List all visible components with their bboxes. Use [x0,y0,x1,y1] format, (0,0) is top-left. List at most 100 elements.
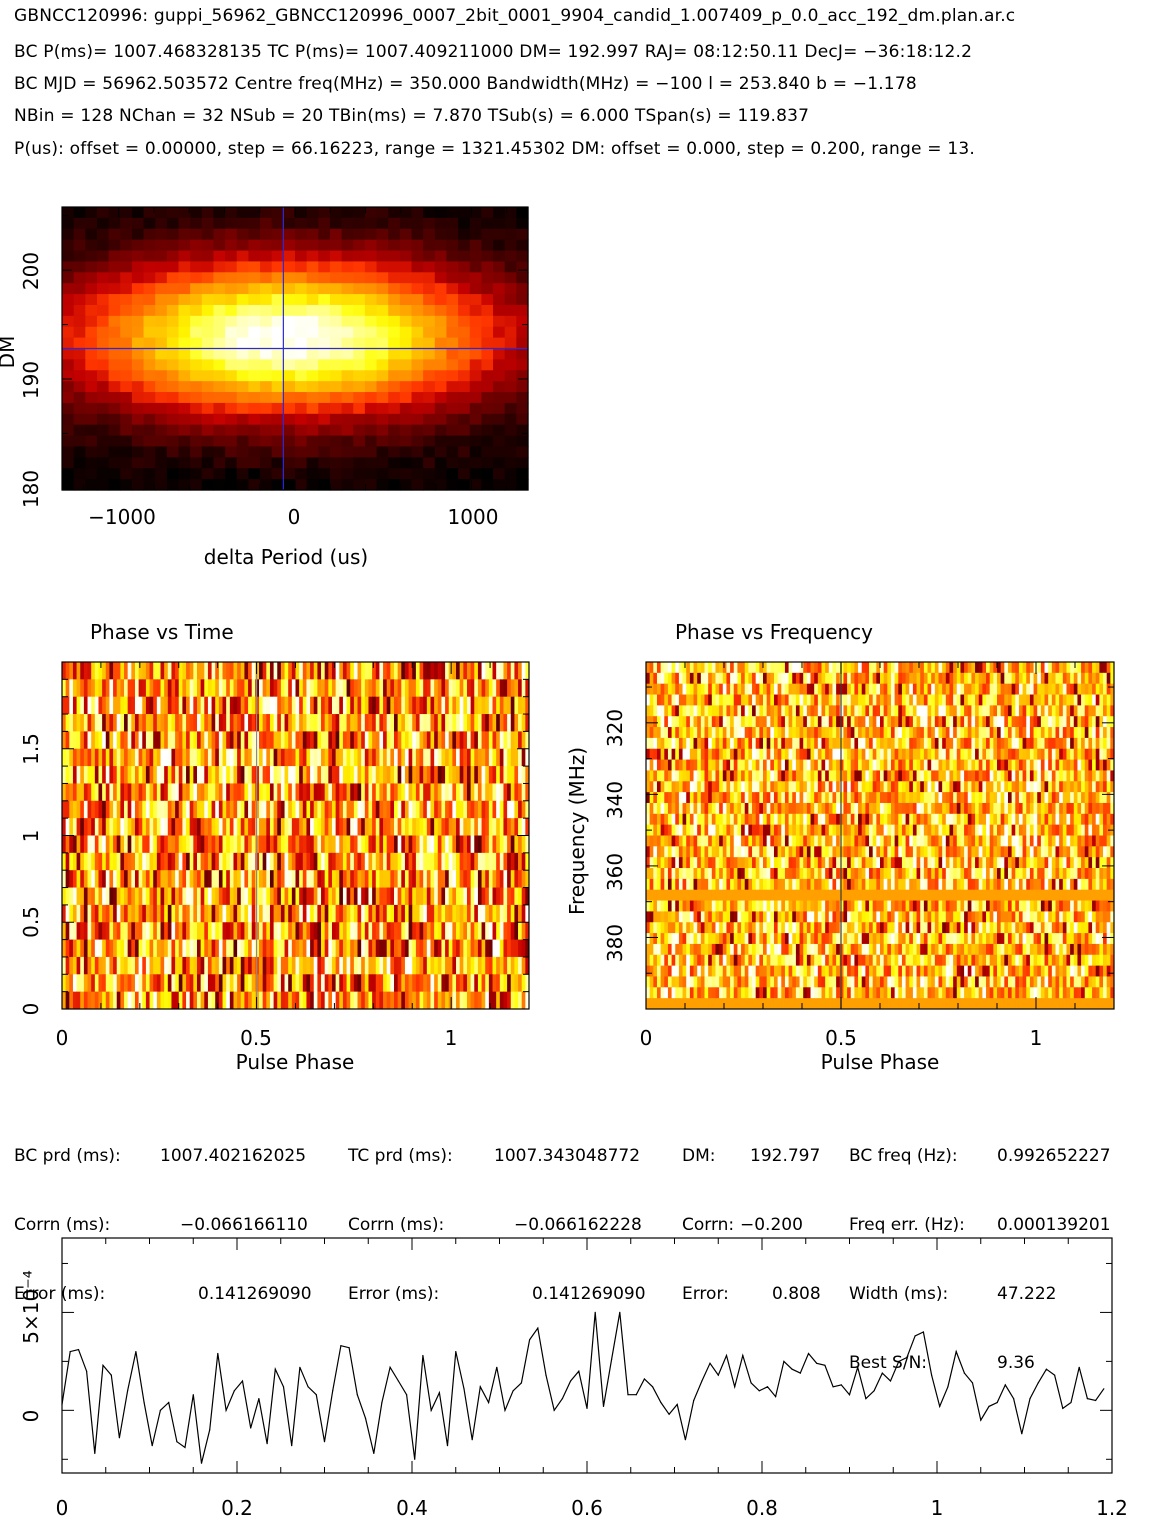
heatmap-cell [134,870,140,889]
heatmap-cell [200,818,205,836]
heatmap-cell [810,727,815,739]
heatmap-cell [277,783,282,802]
heatmap-cell [353,748,359,767]
heatmap-cell [1073,716,1078,728]
heatmap-cell [493,435,506,448]
heatmap-cell [1055,694,1060,706]
heatmap-cell [474,904,479,923]
heatmap-cell [215,887,220,906]
heatmap-cell [240,956,245,975]
heatmap-cell [1015,705,1020,717]
heatmap-cell [781,672,786,685]
heatmap-cell [383,731,388,750]
heatmap-cell [127,696,132,715]
heatmap-cell [318,294,331,306]
heatmap-cell [160,852,165,871]
heatmap-cell [236,283,249,295]
heatmap-cell [318,207,331,219]
heatmap-cell [759,694,764,706]
heatmap-cell [1011,662,1016,674]
heatmap-cell [1029,737,1035,750]
heatmap-cell [329,479,343,491]
heatmap-cell [795,705,801,717]
heatmap-cell [945,662,950,674]
heatmap-cell [525,766,530,784]
heatmap-cell [488,939,494,958]
heatmap-cell [213,381,226,393]
heatmap-cell [1040,694,1046,706]
heatmap-cell [164,714,169,732]
heatmap-cell [248,250,261,263]
heatmap-cell [109,800,114,819]
heatmap-cell [434,402,448,415]
heatmap-cell [656,727,662,739]
heatmap-cell [201,392,215,404]
heatmap-cell [989,705,994,717]
heatmap-cell [72,714,78,732]
heatmap-cell [248,766,253,784]
heatmap-cell [244,748,249,767]
heatmap-cell [361,696,366,715]
heatmap-cell [1095,672,1100,685]
heatmap-cell [280,696,286,715]
heatmap-cell [446,261,459,273]
heatmap-cell [839,737,844,750]
heatmap-cell [470,818,475,836]
heatmap-cell [283,381,296,393]
heatmap-cell [342,783,348,802]
heatmap-cell [299,696,304,715]
heatmap-cell [149,766,154,784]
heatmap-cell [155,239,168,252]
heatmap-cell [1084,694,1089,706]
heatmap-cell [302,852,307,871]
heatmap-cell [85,413,98,426]
heatmap-cell [339,904,344,923]
heatmap-cell [788,748,793,761]
heatmap-cell [83,887,89,906]
heatmap-cell [430,974,435,993]
heatmap-cell [145,766,151,784]
heatmap-cell [353,359,366,371]
heatmap-cell [102,714,107,732]
heatmap-cell [971,694,976,706]
heatmap-cell [368,852,373,871]
heatmap-cell [166,261,180,273]
heatmap-cell [302,835,307,854]
heatmap-cell [1037,748,1042,761]
heatmap-cell [341,424,354,437]
heatmap-cell [499,939,504,958]
heatmap-cell [164,887,169,906]
heatmap-cell [485,766,490,784]
heatmap-cell [1051,737,1056,750]
heatmap-cell [306,424,319,437]
heatmap-cell [503,904,508,923]
heatmap-cell [504,337,517,350]
heatmap-cell [514,679,519,698]
heatmap-cell [331,887,337,906]
heatmap-cell [394,922,399,941]
heatmap-cell [368,887,373,906]
heatmap-cell [138,974,143,993]
heatmap-cell [145,731,151,750]
heatmap-cell [388,348,401,360]
heatmap-cell [331,800,337,819]
heatmap-cell [164,835,169,854]
heatmap-cell [458,217,471,230]
heatmap-cell [124,714,129,732]
heatmap-cell [124,766,129,784]
heatmap-cell [518,818,523,836]
heatmap-cell [795,727,801,739]
heatmap-cell [404,974,410,993]
heatmap-cell [182,766,187,784]
heatmap-cell [399,294,413,306]
heatmap-cell [452,835,457,854]
heatmap-cell [189,731,194,750]
heatmap-cell [945,727,950,739]
heatmap-cell [383,783,388,802]
heatmap-cell [492,939,497,958]
heatmap-cell [364,359,378,371]
heatmap-cell [96,435,110,448]
heatmap-cell [143,239,156,252]
heatmap-cell [397,870,402,889]
heatmap-cell [156,714,162,732]
